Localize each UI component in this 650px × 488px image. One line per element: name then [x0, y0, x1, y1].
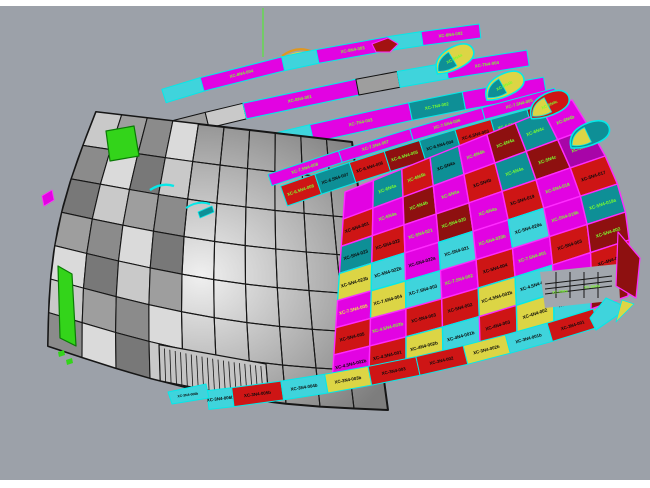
panel-label: XC-4.5N4-001 [372, 349, 402, 361]
panel-label: XC-3N4-002 [429, 355, 454, 365]
hull-panel[interactable] [149, 230, 185, 275]
panel-label: XC-5N4-003 [411, 312, 437, 324]
hook-inner [532, 97, 553, 117]
stern-gap [540, 264, 620, 308]
stern-details: XC-3N4a XC-3N4b [540, 231, 641, 331]
top-strip-1[interactable]: XC-8N4-004 XC-8N4-003 XC-8N4-002 [161, 23, 482, 104]
panel-label: XC-9N4c [541, 99, 559, 111]
hook-panel[interactable]: XC-9N4b [480, 66, 528, 105]
panel-label: XC-6N4a [496, 137, 516, 149]
keel-line [196, 355, 199, 391]
keel-line [206, 357, 210, 393]
hook-inner [571, 126, 592, 147]
panel-label: XC-3N4-004b [290, 383, 318, 392]
hull-wireframe [47, 111, 389, 411]
panel-label: XC-5N4b [472, 177, 492, 188]
keel-line [174, 350, 177, 386]
teal-sliver[interactable] [197, 205, 215, 219]
panel-label: XC-5N4a [378, 211, 398, 222]
hook-inner [487, 78, 508, 99]
panel-label: XC-3N4a [552, 289, 569, 295]
panel-label: XC-3N4-003b [334, 375, 362, 385]
hull-panel[interactable] [148, 267, 183, 313]
panel-label: XC-8N4-001 [287, 94, 312, 104]
keel-line [217, 359, 221, 395]
stern-sliver[interactable] [615, 231, 641, 299]
panel-label: XC-8N4-003 [340, 45, 365, 54]
stern-sliver[interactable] [615, 299, 635, 323]
hull-accents[interactable] [41, 125, 215, 365]
magenta-tip[interactable] [41, 189, 55, 207]
deck-band[interactable]: XC-7.5N4-008XC-7.5N4-007XC-7.5N4-006XC-7… [267, 87, 558, 187]
cyan-sliver [149, 183, 175, 192]
green-panel[interactable] [105, 125, 140, 162]
keel-plate[interactable]: XC-3N4-006b [167, 383, 210, 405]
green-bow-panel[interactable] [57, 265, 77, 347]
panel-label: XC-3N4b [584, 284, 601, 290]
hook-inner [437, 51, 458, 72]
panel-label: XC-7N4-002 [424, 101, 449, 111]
green-tick [58, 350, 65, 357]
bottom-plate-strip[interactable]: XC-3N4-006b XC-3N4-005b XC-3N4-004b XC-3N4-… [206, 308, 600, 410]
panel-label: XC-8N4-004 [229, 68, 254, 79]
panel-label: XC-3N4-006b [207, 395, 235, 403]
keel-line [158, 347, 161, 381]
cyan-sliver [185, 201, 211, 209]
panel-label: XC-3N4-006b [177, 392, 198, 399]
green-tick [66, 358, 73, 365]
colored-panel[interactable] [167, 383, 210, 405]
panel-label: XC-7N4-004 [474, 60, 499, 69]
hull-panel[interactable] [152, 193, 189, 238]
keel-line [180, 352, 183, 387]
panel-label: XC-5N4-005 [339, 331, 365, 342]
hook-panel[interactable]: XC-9N4a [429, 39, 477, 79]
keel-line [212, 358, 215, 394]
panel-label: XC-5N4a [440, 189, 460, 200]
hull-panel[interactable] [122, 188, 160, 232]
panel-label: XC-6N4a [478, 206, 498, 217]
panel-label: XC-6N4b [555, 114, 575, 126]
keel-line [164, 348, 167, 383]
panel-label: XC-3N4-002b [473, 344, 501, 356]
keel-line [190, 354, 194, 389]
keel-line [169, 349, 172, 384]
hook-panel[interactable]: XC-9N4c [525, 86, 573, 124]
keel-line [185, 353, 188, 388]
panel-label: XC-5N4c [537, 154, 557, 165]
hull-panel[interactable] [158, 157, 194, 200]
panel-label: XC-3N4-005b [244, 390, 272, 399]
panel-label: XC-5N4b [409, 200, 429, 211]
strip-segment[interactable] [420, 23, 482, 46]
panel-label: XC-6N4a [436, 160, 456, 172]
panel-label: XC-8N4-002 [438, 30, 463, 38]
strip-segment[interactable] [546, 308, 600, 342]
panel-label: XC-6N4c [525, 126, 545, 138]
panel-label: XC-6N4a [377, 183, 397, 195]
panel-label: XC-5N4a [505, 166, 525, 177]
hook-panel[interactable] [371, 37, 399, 53]
panel-label: XC-6N4b [466, 149, 486, 161]
hook-panel[interactable] [565, 116, 613, 153]
panel-label: XC-6N4b [407, 172, 427, 184]
hull-panel[interactable] [117, 224, 155, 269]
panel-label: XC-3N4-003 [381, 366, 406, 376]
panel-label: XC-7N4-003 [348, 117, 373, 127]
